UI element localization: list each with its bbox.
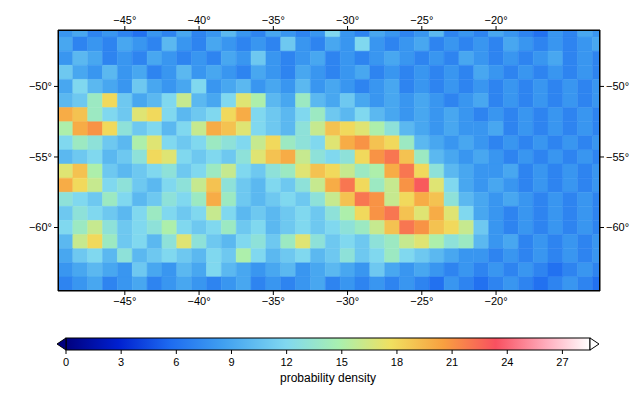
svg-text:12: 12 xyxy=(281,356,293,368)
svg-text:−60°: −60° xyxy=(29,221,52,233)
svg-text:−45°: −45° xyxy=(113,14,136,26)
svg-text:18: 18 xyxy=(391,356,403,368)
svg-text:−20°: −20° xyxy=(485,14,508,26)
svg-text:27: 27 xyxy=(556,356,568,368)
svg-text:−40°: −40° xyxy=(188,14,211,26)
svg-text:−30°: −30° xyxy=(336,14,359,26)
svg-text:15: 15 xyxy=(336,356,348,368)
svg-text:−25°: −25° xyxy=(410,14,433,26)
svg-text:−40°: −40° xyxy=(188,295,211,307)
svg-text:6: 6 xyxy=(173,356,179,368)
svg-text:−35°: −35° xyxy=(262,14,285,26)
svg-text:−60°: −60° xyxy=(606,221,629,233)
svg-text:−50°: −50° xyxy=(606,80,629,92)
svg-text:24: 24 xyxy=(501,356,513,368)
svg-text:−45°: −45° xyxy=(113,295,136,307)
svg-text:−50°: −50° xyxy=(29,80,52,92)
svg-text:−55°: −55° xyxy=(606,151,629,163)
svg-text:3: 3 xyxy=(118,356,124,368)
svg-text:21: 21 xyxy=(446,356,458,368)
svg-text:−25°: −25° xyxy=(410,295,433,307)
svg-text:0: 0 xyxy=(63,356,69,368)
svg-text:probability density: probability density xyxy=(280,371,376,385)
svg-text:9: 9 xyxy=(228,356,234,368)
svg-text:−30°: −30° xyxy=(336,295,359,307)
svg-text:−35°: −35° xyxy=(262,295,285,307)
svg-text:−55°: −55° xyxy=(29,151,52,163)
svg-text:−20°: −20° xyxy=(485,295,508,307)
